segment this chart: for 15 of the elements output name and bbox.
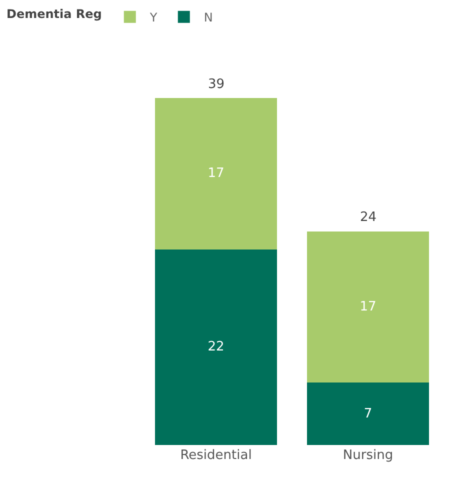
data-label: 22 [208,340,224,355]
data-label: 17 [360,300,376,315]
data-label: 7 [364,406,372,422]
legend-label: N [204,10,213,25]
total-label: 24 [360,210,377,225]
total-label: 39 [208,77,225,92]
data-label: 17 [208,166,224,182]
x-tick-label: Residential [180,448,252,463]
x-tick-label: Nursing [342,448,394,463]
bar [155,249,277,445]
bar [307,382,429,445]
bar [307,231,429,383]
bar [155,98,277,250]
legend-label: Y [148,10,158,25]
legend-title: Dementia Reg [6,6,102,21]
